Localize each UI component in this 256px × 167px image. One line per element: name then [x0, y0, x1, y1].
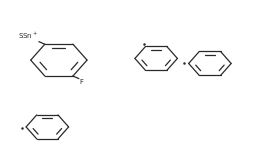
Text: S$\mathregular{Sn}^+$: S$\mathregular{Sn}^+$ — [18, 31, 38, 41]
Text: F: F — [80, 79, 84, 85]
